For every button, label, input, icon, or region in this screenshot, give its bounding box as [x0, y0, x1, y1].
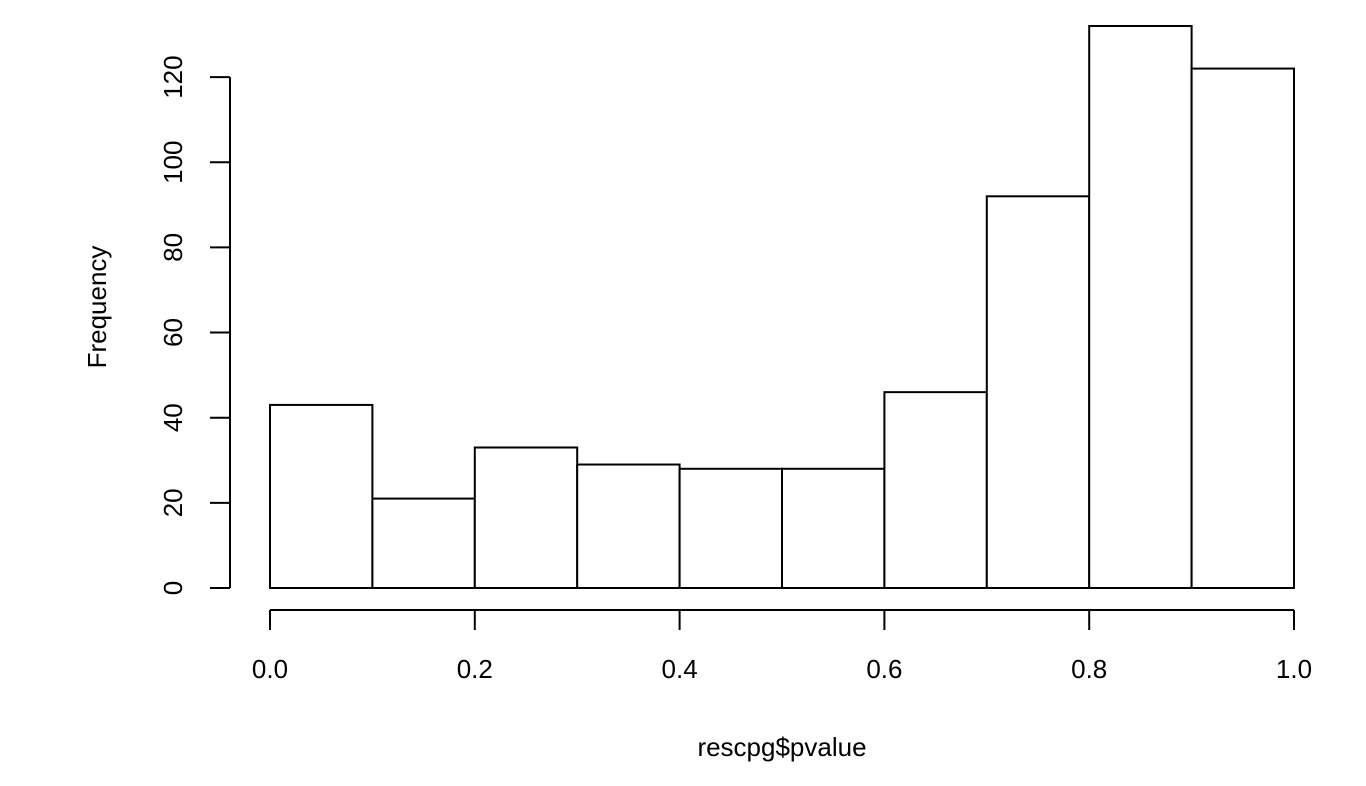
y-tick-label: 80	[158, 233, 188, 262]
y-axis-title: Frequency	[82, 246, 112, 369]
bar	[371, 497, 476, 589]
y-tick-label: 120	[158, 55, 188, 98]
bar	[985, 195, 1091, 589]
x-tick-label: 0.2	[457, 654, 493, 684]
bar	[781, 467, 886, 589]
x-tick-label: 0.0	[252, 654, 288, 684]
bar	[883, 391, 988, 589]
bar	[678, 467, 783, 589]
bar	[269, 403, 374, 590]
x-axis-title: rescpg$pvalue	[697, 732, 866, 762]
bar	[576, 463, 681, 589]
bar	[1088, 25, 1193, 589]
x-tick-label: 0.8	[1071, 654, 1107, 684]
y-tick-label: 60	[158, 318, 188, 347]
y-tick-label: 20	[158, 488, 188, 517]
x-tick-label: 0.4	[662, 654, 698, 684]
y-tick-label: 100	[158, 141, 188, 184]
x-tick-label: 0.6	[866, 654, 902, 684]
bar	[473, 446, 579, 589]
bar	[1190, 67, 1295, 590]
y-tick-label: 40	[158, 403, 188, 432]
y-tick-label: 0	[158, 581, 188, 595]
x-tick-label: 1.0	[1276, 654, 1312, 684]
